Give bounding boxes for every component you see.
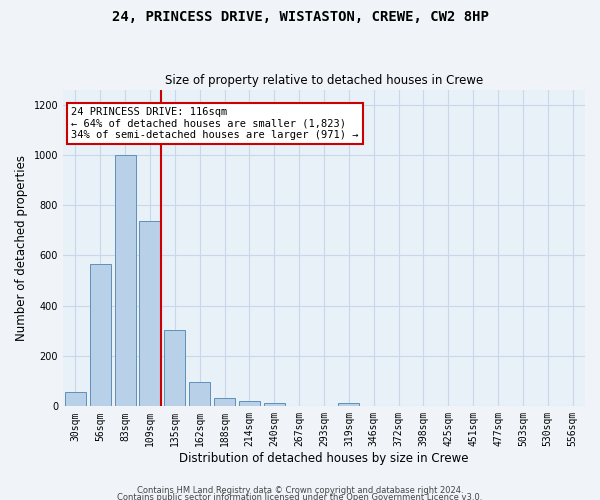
Bar [264, 403, 285, 406]
Text: Contains HM Land Registry data © Crown copyright and database right 2024.: Contains HM Land Registry data © Crown c… [137, 486, 463, 495]
Bar [239, 401, 260, 406]
Title: Size of property relative to detached houses in Crewe: Size of property relative to detached ho… [165, 74, 483, 87]
Bar [214, 398, 235, 406]
Bar [139, 221, 161, 406]
X-axis label: Distribution of detached houses by size in Crewe: Distribution of detached houses by size … [179, 452, 469, 465]
Bar [189, 382, 211, 406]
Text: Contains public sector information licensed under the Open Government Licence v3: Contains public sector information licen… [118, 494, 482, 500]
Text: 24, PRINCESS DRIVE, WISTASTON, CREWE, CW2 8HP: 24, PRINCESS DRIVE, WISTASTON, CREWE, CW… [112, 10, 488, 24]
Text: 24 PRINCESS DRIVE: 116sqm
← 64% of detached houses are smaller (1,823)
34% of se: 24 PRINCESS DRIVE: 116sqm ← 64% of detac… [71, 107, 358, 140]
Bar [115, 155, 136, 406]
Bar [338, 403, 359, 406]
Y-axis label: Number of detached properties: Number of detached properties [15, 155, 28, 341]
Bar [90, 264, 111, 406]
Bar [164, 330, 185, 406]
Bar [65, 392, 86, 406]
